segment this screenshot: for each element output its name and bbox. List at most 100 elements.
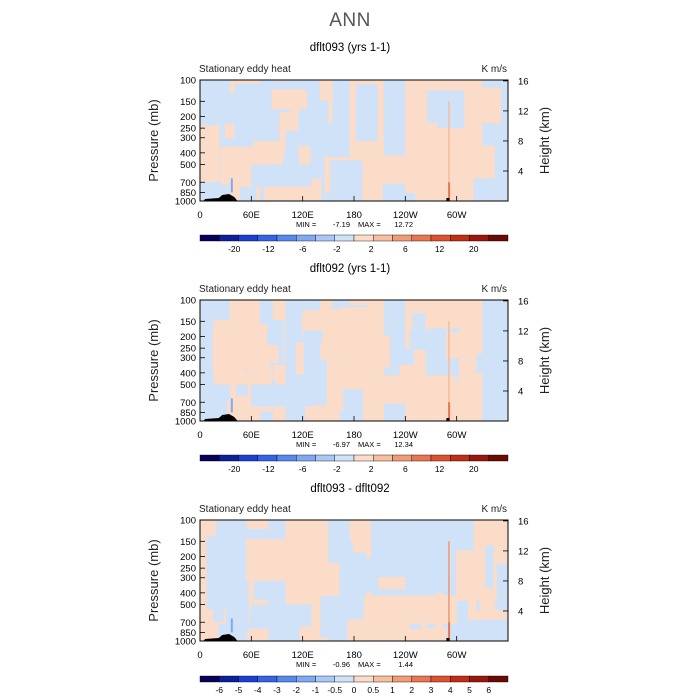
min-label: MIN = [296, 660, 317, 669]
contour-region [476, 353, 496, 374]
panel-units-label: K m/s [481, 284, 507, 295]
colorbar-label: -1 [312, 685, 320, 695]
contour-region [206, 536, 243, 586]
max-label: MAX = [358, 220, 381, 229]
x-tick-label: 0 [197, 650, 202, 661]
topography [203, 414, 238, 421]
colorbar-swatch [430, 454, 451, 462]
colorbar-label: -6 [299, 244, 307, 254]
right-y-tick-label: 12 [518, 106, 529, 117]
right-axis-title: Height (km) [537, 327, 552, 394]
contour-field [200, 300, 508, 421]
colorbar-swatch [296, 675, 316, 683]
right-axis-title: Height (km) [537, 107, 552, 174]
colorbar-swatch [238, 675, 258, 683]
colorbar-swatch [353, 454, 374, 462]
contour-region [427, 90, 465, 129]
right-y-tick-label: 12 [518, 546, 529, 557]
colorbar-swatch [450, 454, 470, 462]
y-axis-title: Pressure (mb) [146, 539, 161, 621]
x-tick-label: 180 [346, 430, 362, 441]
contour-region [468, 145, 495, 179]
y-tick-label: 1000 [175, 417, 196, 428]
y-tick-label: 1000 [175, 197, 196, 208]
colorbar-label: 2 [409, 685, 414, 695]
colorbar: -20 -12 -6 -2 2 6 12 20 [199, 234, 509, 254]
contour-region [484, 619, 508, 641]
right-y-tick-label: 16 [518, 76, 529, 87]
contour-region [446, 332, 471, 359]
right-y-tick-label: 8 [518, 576, 523, 587]
colorbar-swatch [199, 454, 220, 462]
colorbar-swatch [334, 675, 355, 683]
y-tick-label: 850 [180, 408, 196, 419]
x-tick-label: 0 [197, 210, 202, 221]
y-tick-label: 300 [180, 133, 196, 144]
colorbar-swatch [450, 234, 470, 242]
colorbar-swatch [219, 675, 239, 683]
colorbar-label: 0 [352, 685, 357, 695]
colorbar-swatch [392, 454, 412, 462]
max-value: 1.44 [398, 660, 413, 669]
colorbar-label: 0.5 [367, 685, 379, 695]
contour-region [214, 372, 258, 385]
panel-title: dflt092 (yrs 1-1) [310, 263, 391, 275]
colorbar-swatch [315, 675, 335, 683]
panel-units-label: K m/s [481, 64, 507, 75]
colorbar-swatch [392, 234, 412, 242]
x-tick-label: 120E [292, 650, 314, 661]
min-label: MIN = [296, 220, 317, 229]
colorbar-swatch [315, 234, 335, 242]
colorbar-swatch [334, 454, 355, 462]
x-tick-label: 60E [243, 210, 260, 221]
colorbar-swatch [353, 675, 374, 683]
y-tick-label: 300 [180, 573, 196, 584]
right-y-tick-label: 12 [518, 326, 529, 337]
y-tick-label: 400 [180, 368, 196, 379]
contour-region [303, 334, 320, 383]
y-axis-title: Pressure (mb) [146, 99, 161, 181]
y-tick-label: 400 [180, 148, 196, 159]
colorbar-label: 4 [448, 685, 453, 695]
right-y-tick-label: 16 [518, 296, 529, 307]
contour-region [378, 577, 406, 589]
contour-feature [230, 398, 233, 413]
colorbar-swatch [411, 234, 432, 242]
contour-streak-strong [448, 182, 451, 201]
x-tick-label: 120W [393, 430, 418, 441]
contour-region [338, 307, 378, 352]
y-tick-label: 100 [180, 516, 196, 527]
y-tick-label: 500 [180, 160, 196, 171]
contour-feature [230, 178, 233, 193]
colorbar-swatch [296, 454, 316, 462]
panel-3: dflt093 - dflt092 Stationary eddy heat K m… [146, 483, 552, 695]
contour-region [304, 405, 340, 421]
colorbar-label: 2 [369, 464, 374, 474]
colorbar-label: 5 [467, 685, 472, 695]
contour-region [200, 125, 220, 183]
contour-region [245, 539, 287, 581]
topography [203, 194, 238, 201]
panel-variable-label: Stationary eddy heat [199, 504, 291, 515]
contour-region [366, 375, 457, 404]
contour-streak [448, 321, 450, 421]
colorbar-label: 6 [486, 685, 491, 695]
contour-region [439, 125, 467, 143]
right-y-tick-label: 4 [518, 166, 523, 177]
contour-field [200, 80, 508, 201]
colorbar-swatch [238, 454, 258, 462]
colorbar-swatch [257, 234, 278, 242]
y-tick-label: 700 [180, 178, 196, 189]
contour-region [271, 89, 307, 110]
max-value: 12.34 [394, 440, 413, 449]
colorbar-swatch [373, 454, 393, 462]
contour-region [458, 87, 501, 124]
contour-region [307, 388, 317, 421]
contour-region [313, 100, 329, 149]
panel-1: dflt093 (yrs 1-1) Stationary eddy heat K m… [146, 42, 552, 254]
contour-region [366, 155, 457, 184]
contour-region [251, 164, 312, 187]
y-tick-label: 150 [180, 317, 196, 328]
colorbar-label: 1 [390, 685, 395, 695]
colorbar-label: -12 [262, 244, 275, 254]
